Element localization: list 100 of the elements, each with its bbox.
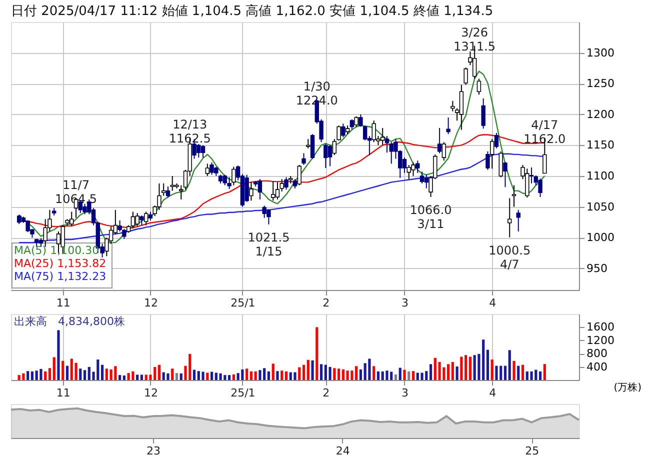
candlestick — [516, 209, 520, 232]
candlestick — [324, 143, 328, 169]
candlestick — [166, 186, 170, 198]
bar — [140, 374, 144, 380]
candlestick — [494, 132, 499, 149]
y-tick-label: 950 — [586, 262, 608, 275]
chart-title: 日付 2025/04/17 11:12 始値 1,104.5 高値 1,162.0 安値 1,104.5 終値 1,134.5 — [11, 3, 494, 19]
candlestick — [135, 212, 140, 228]
candlestick — [258, 178, 262, 200]
bar — [30, 371, 34, 380]
y-tick-label: 800 — [586, 347, 608, 360]
candlestick — [490, 138, 494, 170]
bar — [79, 368, 82, 380]
bar — [18, 375, 20, 380]
candlestick — [450, 100, 455, 112]
bar — [420, 372, 424, 380]
bar — [48, 368, 52, 380]
candlestick — [442, 142, 446, 162]
bar — [192, 370, 196, 380]
bar — [398, 368, 402, 380]
bar — [136, 374, 139, 380]
candlestick — [446, 116, 450, 135]
bar — [412, 371, 415, 380]
bar — [166, 373, 170, 380]
candlestick — [227, 176, 232, 190]
y-tick-label: 1050 — [586, 200, 614, 214]
bar — [368, 358, 371, 380]
bar — [333, 368, 336, 380]
bar — [272, 364, 274, 380]
text: MA(25) 1,153.82 — [14, 257, 106, 270]
candlestick — [464, 67, 468, 86]
bar — [62, 360, 64, 380]
bar — [359, 369, 362, 380]
bar — [451, 362, 454, 380]
y-tick-label: 1000 — [586, 231, 614, 244]
candlestick — [271, 180, 276, 202]
bar — [508, 350, 511, 380]
bar — [236, 373, 240, 380]
candlestick — [280, 178, 284, 192]
bar — [246, 368, 248, 380]
candlestick — [459, 84, 464, 130]
x-tick-label: 4 — [489, 386, 496, 400]
candlestick — [498, 150, 503, 178]
candlestick — [529, 166, 534, 184]
bar — [219, 373, 222, 380]
bar — [171, 368, 174, 380]
bar — [468, 356, 472, 380]
bar — [517, 366, 520, 380]
candlestick — [384, 135, 390, 154]
candlestick — [503, 161, 508, 188]
bar — [538, 371, 542, 380]
bar — [158, 364, 161, 380]
bar — [267, 371, 270, 380]
bar — [250, 371, 252, 380]
candlestick — [222, 174, 228, 186]
bar — [495, 366, 498, 380]
candlestick — [297, 164, 302, 186]
bar — [512, 360, 516, 380]
bar — [127, 373, 130, 380]
bar — [403, 370, 406, 380]
candlestick — [200, 144, 206, 158]
bar — [276, 371, 279, 380]
candlestick — [275, 182, 280, 200]
candlestick — [341, 123, 346, 138]
x-tick-label: 2 — [322, 386, 330, 400]
candlestick — [437, 127, 442, 154]
candlestick — [232, 166, 236, 186]
bar — [306, 360, 310, 380]
bar — [521, 364, 524, 380]
annotation: 3/26 1311.5 — [454, 26, 496, 54]
bar — [302, 364, 306, 380]
annotation: 出来高 4,834,800株 — [14, 315, 125, 328]
bar — [66, 366, 69, 380]
candlestick — [162, 182, 166, 196]
candlestick — [249, 182, 254, 202]
x-tick-label: 4 — [489, 296, 496, 310]
x-tick-label: 3 — [402, 386, 408, 400]
y-tick-label: 1300 — [586, 46, 614, 60]
candlestick — [411, 162, 416, 177]
y-axis-title: (万株) — [614, 382, 642, 394]
candlestick — [292, 178, 298, 189]
bar — [22, 373, 25, 380]
bar — [543, 364, 546, 380]
bar — [202, 372, 204, 380]
bar — [338, 368, 340, 380]
bar — [464, 355, 468, 380]
bar — [122, 376, 126, 380]
candlestick — [481, 98, 486, 130]
bar — [210, 372, 214, 380]
x-tick-label: 3 — [402, 296, 408, 310]
bar — [350, 370, 354, 380]
candlestick — [476, 78, 482, 96]
bar — [180, 373, 182, 380]
annotation: 1021.5 1/15 — [248, 230, 290, 258]
bar — [320, 364, 323, 380]
x-tick-label: 24 — [336, 444, 350, 458]
annotation: 1066.0 3/11 — [410, 202, 452, 231]
candlestick — [140, 214, 144, 226]
bar — [490, 360, 494, 380]
bar — [254, 371, 257, 380]
